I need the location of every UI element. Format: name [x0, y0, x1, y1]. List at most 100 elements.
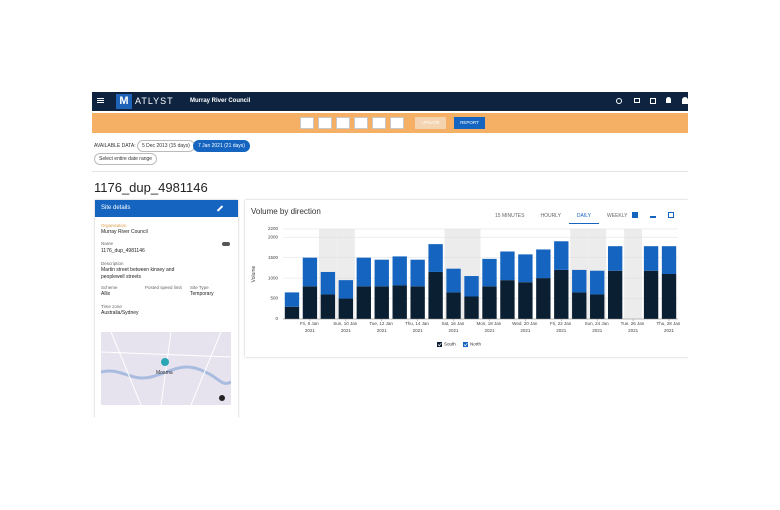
river: [101, 365, 231, 385]
y-tick-label: 500: [270, 296, 278, 301]
legend-checkbox[interactable]: [437, 342, 442, 347]
field-label: Scheme: [101, 285, 118, 290]
divider: [92, 171, 688, 172]
site-title: 1176_dup_4981146: [94, 180, 208, 195]
x-tick-label-line: Tue, 12 Jan: [369, 321, 394, 326]
x-tick-label-line: Wed, 20 Jan: [512, 321, 538, 326]
tool-button[interactable]: [300, 117, 314, 129]
legend-check: [437, 342, 442, 347]
date-option-selected[interactable]: 7 Jan 2021 (21 days): [193, 140, 250, 152]
x-tick-label-line: Fri, 8 Jan: [300, 321, 320, 326]
calendar-icon[interactable]: [650, 98, 656, 104]
x-tick-label-line: Sun, 10 Jan: [333, 321, 358, 326]
tool-button[interactable]: [372, 117, 386, 129]
x-tick-label-line: 2021: [305, 328, 316, 333]
y-axis-label: Volume: [251, 265, 257, 282]
bar-segment: [661, 274, 677, 319]
field-value: Murray River Council: [101, 229, 148, 235]
tab[interactable]: WEEKLY: [607, 213, 628, 219]
x-tick-label: Tue, 12 Jan 2021: [369, 321, 394, 333]
x-tick-label-line: 2021: [664, 328, 675, 333]
field-label: Time zone: [101, 304, 122, 309]
bar-segment: [464, 296, 479, 319]
bar-segment: [284, 292, 300, 307]
bar-segment: [554, 269, 569, 319]
tool-button[interactable]: [336, 117, 350, 129]
bar-segment: [572, 269, 587, 293]
field-label: Site Type: [190, 285, 209, 290]
field-value: Temporary: [190, 291, 214, 297]
bar-segment: [607, 246, 623, 271]
roads: [101, 332, 231, 405]
tool-button[interactable]: [354, 117, 368, 129]
bar-segment: [536, 278, 551, 319]
shaded-day: [624, 229, 643, 319]
available-label: AVAILABLE DATA:: [94, 143, 136, 149]
x-tick-label-line: Sun, 24 Jan: [585, 321, 610, 326]
chat-icon[interactable]: [634, 98, 640, 103]
bar-segment: [374, 286, 389, 319]
bar-segment: [464, 276, 479, 297]
user-icon[interactable]: [682, 97, 688, 104]
legend-check: [463, 342, 468, 347]
x-tick-label-line: Mon, 18 Jan: [476, 321, 502, 326]
bell-icon[interactable]: [666, 97, 671, 103]
bar-segment: [661, 246, 677, 274]
bar-segment: [643, 246, 659, 271]
bar-segment: [356, 286, 371, 319]
field-label: Organisation: [101, 223, 127, 228]
tool-button[interactable]: [318, 117, 332, 129]
tab[interactable]: 15 MINUTES: [495, 213, 525, 219]
y-tick-label: 1500: [268, 255, 279, 260]
bar-segment: [338, 280, 354, 299]
bar-segment: [302, 257, 318, 287]
report-button[interactable]: REPORT: [454, 117, 485, 129]
map[interactable]: Moama: [101, 332, 231, 405]
bar-segment: [518, 282, 533, 319]
x-tick-label-line: 2021: [484, 328, 495, 333]
bar-segment: [518, 254, 533, 283]
logo-text: ATLYST: [135, 96, 174, 106]
legend-checkbox[interactable]: [463, 342, 468, 347]
x-tick-label-line: Fri, 22 Jan: [550, 321, 573, 326]
bar-segment: [590, 294, 605, 319]
bar-segment: [572, 292, 587, 319]
select-all-button[interactable]: Select entire date range: [94, 153, 158, 165]
y-tick-label: 0: [275, 316, 278, 321]
app-window: M ATLYST Murray River Council UPDATE REP…: [92, 92, 688, 418]
logo-mark: M: [116, 94, 132, 109]
map-drawing: Moama: [101, 332, 231, 405]
tab[interactable]: HOURLY: [540, 213, 561, 219]
x-tick-label-line: Thu, 14 Jan: [405, 321, 430, 326]
x-tick-label-line: 2021: [377, 328, 388, 333]
bar-segment: [302, 286, 318, 319]
field-value: Australia/Sydney: [101, 310, 139, 316]
field-label: Posted speed limit: [145, 285, 182, 290]
bar-segment: [392, 256, 407, 286]
menu-icon[interactable]: [97, 98, 104, 99]
x-tick-label-line: 2021: [413, 328, 424, 333]
map-place: Moama: [156, 370, 173, 376]
x-tick-label-line: 2021: [449, 328, 460, 333]
x-tick-label: Sun, 10 Jan 2021: [333, 321, 358, 333]
date-option[interactable]: 5 Dec 2013 (15 days): [137, 140, 195, 152]
bar-segment: [428, 271, 443, 319]
x-tick-label: Tue, 26 Jan 2021: [621, 321, 646, 333]
x-tick-label-line: 2021: [341, 328, 352, 333]
field-value: 1176_dup_4981146: [101, 248, 145, 254]
map-info[interactable]: [219, 395, 225, 401]
bar-segment: [410, 286, 425, 319]
settings-icon[interactable]: [616, 98, 622, 104]
tab-selected[interactable]: DAILY: [568, 213, 600, 224]
bar-segment: [446, 292, 461, 319]
image-icon[interactable]: [632, 212, 638, 218]
bar-segment: [607, 270, 623, 319]
fullscreen-icon[interactable]: [668, 212, 674, 218]
tab-bar: 15 MINUTES HOURLY DAILY WEEKLY: [487, 213, 635, 224]
download-icon[interactable]: [650, 212, 656, 218]
update-button[interactable]: UPDATE: [415, 117, 446, 129]
bar-segment: [482, 286, 497, 319]
bar-segment: [590, 270, 605, 295]
tool-button[interactable]: [390, 117, 404, 129]
